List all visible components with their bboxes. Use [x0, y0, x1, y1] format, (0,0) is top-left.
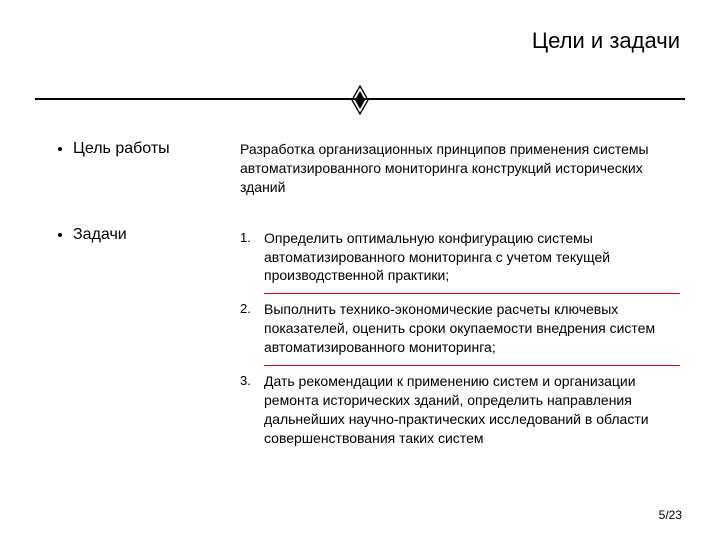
task-item: Определить оптимальную конфигурацию сист…: [264, 225, 680, 295]
left-column: Цель работы Задачи: [55, 140, 230, 456]
slide-title: Цели и задачи: [532, 28, 680, 54]
left-item-goal: Цель работы: [73, 140, 230, 158]
tasks-list: Определить оптимальную конфигурацию сист…: [240, 225, 680, 456]
goal-text: Разработка организационных принципов при…: [240, 140, 680, 197]
content-area: Цель работы Задачи Разработка организаци…: [55, 140, 680, 456]
task-item: Выполнить технико-экономические расчеты …: [264, 296, 680, 366]
task-item: Дать рекомендации к применению систем и …: [264, 368, 680, 456]
left-item-tasks: Задачи: [73, 226, 230, 244]
right-column: Разработка организационных принципов при…: [230, 140, 680, 456]
diamond-ornament-icon: [345, 85, 375, 115]
page-number: 5/23: [659, 508, 682, 522]
